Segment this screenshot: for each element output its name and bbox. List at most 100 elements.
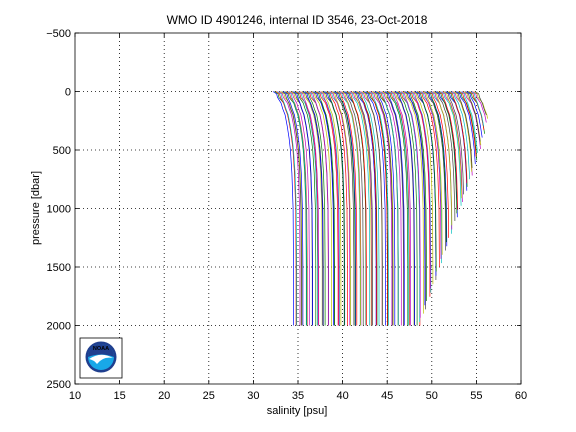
logo-bird-icon [89, 354, 113, 364]
chart-title: WMO ID 4901246, internal ID 3546, 23-Oct… [167, 13, 428, 27]
profile-line [371, 91, 394, 326]
profile-line [329, 91, 351, 326]
profile-line [453, 91, 473, 172]
y-axis-label: pressure [dbar] [30, 171, 42, 245]
x-tick-label: 40 [336, 390, 348, 402]
profile-line [354, 91, 377, 326]
profile-line [426, 91, 447, 243]
profile-line [442, 91, 463, 199]
logo-sky [88, 344, 114, 357]
profile-line [405, 91, 426, 306]
profile-line [301, 91, 324, 326]
x-tick-label: 50 [426, 390, 438, 402]
profile-line [418, 91, 440, 268]
profile-line [450, 91, 470, 180]
profile-line [419, 91, 442, 264]
profile-line [461, 91, 481, 150]
profile-line [389, 91, 410, 326]
profile-line [341, 91, 361, 326]
profile-line [402, 91, 424, 314]
profile-line [438, 91, 459, 210]
profile-line [434, 91, 456, 222]
noaa-logo: NOAA [79, 337, 123, 379]
profile-line [399, 91, 421, 322]
profile-line [387, 91, 410, 326]
profile-line [444, 91, 464, 195]
profile-line [288, 91, 310, 326]
profile-line [440, 91, 462, 206]
profile-line [316, 91, 339, 326]
x-tick-label: 15 [113, 390, 125, 402]
profile-line [278, 91, 301, 326]
profile-line [300, 91, 323, 326]
profile-line [335, 91, 356, 326]
profile-line [379, 91, 399, 326]
y-tick-label: −500 [46, 28, 71, 40]
profile-line [309, 91, 329, 326]
x-tick-label: 25 [203, 390, 215, 402]
profile-line [315, 91, 335, 326]
axis-ticks: 10 15 20 25 30 35 40 45 50 55 60 −500 0 500 1000 1500 20… [46, 28, 527, 402]
profile-line [470, 91, 485, 127]
profile-line [403, 91, 426, 310]
profile-line [368, 91, 389, 326]
profile-line [422, 91, 443, 255]
profile-line [332, 91, 355, 326]
y-tick-label: 1500 [47, 262, 71, 274]
y-tick-label: 2500 [47, 379, 71, 391]
profile-line [383, 91, 404, 326]
profile-line [331, 91, 351, 326]
profile-line [299, 91, 320, 326]
profile-line [338, 91, 361, 326]
profile-lines [272, 91, 488, 326]
profile-line [441, 91, 463, 203]
profile-line [425, 91, 448, 247]
profile-line [347, 91, 367, 326]
profile-line [472, 91, 487, 123]
profile-line [284, 91, 307, 326]
profile-line [367, 91, 388, 326]
x-tick-label: 10 [69, 390, 81, 402]
profile-line [277, 91, 298, 326]
profile-line [466, 91, 483, 138]
profile-line [317, 91, 340, 326]
profile-line [386, 91, 409, 326]
profile-line [342, 91, 364, 326]
profile-line [349, 91, 373, 326]
x-tick-label: 35 [292, 390, 304, 402]
profile-line [358, 91, 380, 326]
profile-line [294, 91, 317, 326]
profile-line [365, 91, 389, 326]
profile-line [473, 91, 488, 119]
profile-line [280, 91, 303, 326]
profile-line [363, 91, 383, 326]
profile-line [281, 91, 302, 326]
profile-line [287, 91, 308, 326]
profile-line [312, 91, 335, 326]
profile-line [297, 91, 318, 326]
profile-line [454, 91, 473, 168]
y-tick-label: 0 [65, 87, 71, 99]
profile-line [348, 91, 371, 326]
profile-line [304, 91, 326, 326]
profile-line [374, 91, 396, 326]
profile-line [370, 91, 393, 326]
profile-line [416, 91, 437, 272]
profile-line [345, 91, 367, 326]
profile-line [464, 91, 481, 142]
profile-line [411, 91, 431, 289]
profile-line [310, 91, 332, 326]
profile-line [409, 91, 432, 293]
y-tick-label: 500 [53, 145, 71, 157]
x-tick-label: 60 [515, 390, 527, 402]
profile-line [319, 91, 340, 326]
profile-line [396, 91, 418, 326]
y-tick-label: 2000 [47, 321, 71, 333]
profile-line [432, 91, 453, 226]
profile-line [474, 91, 487, 116]
profile-line [272, 91, 294, 326]
profile-line [296, 91, 319, 326]
profile-line [355, 91, 378, 326]
profile-line [325, 91, 345, 326]
